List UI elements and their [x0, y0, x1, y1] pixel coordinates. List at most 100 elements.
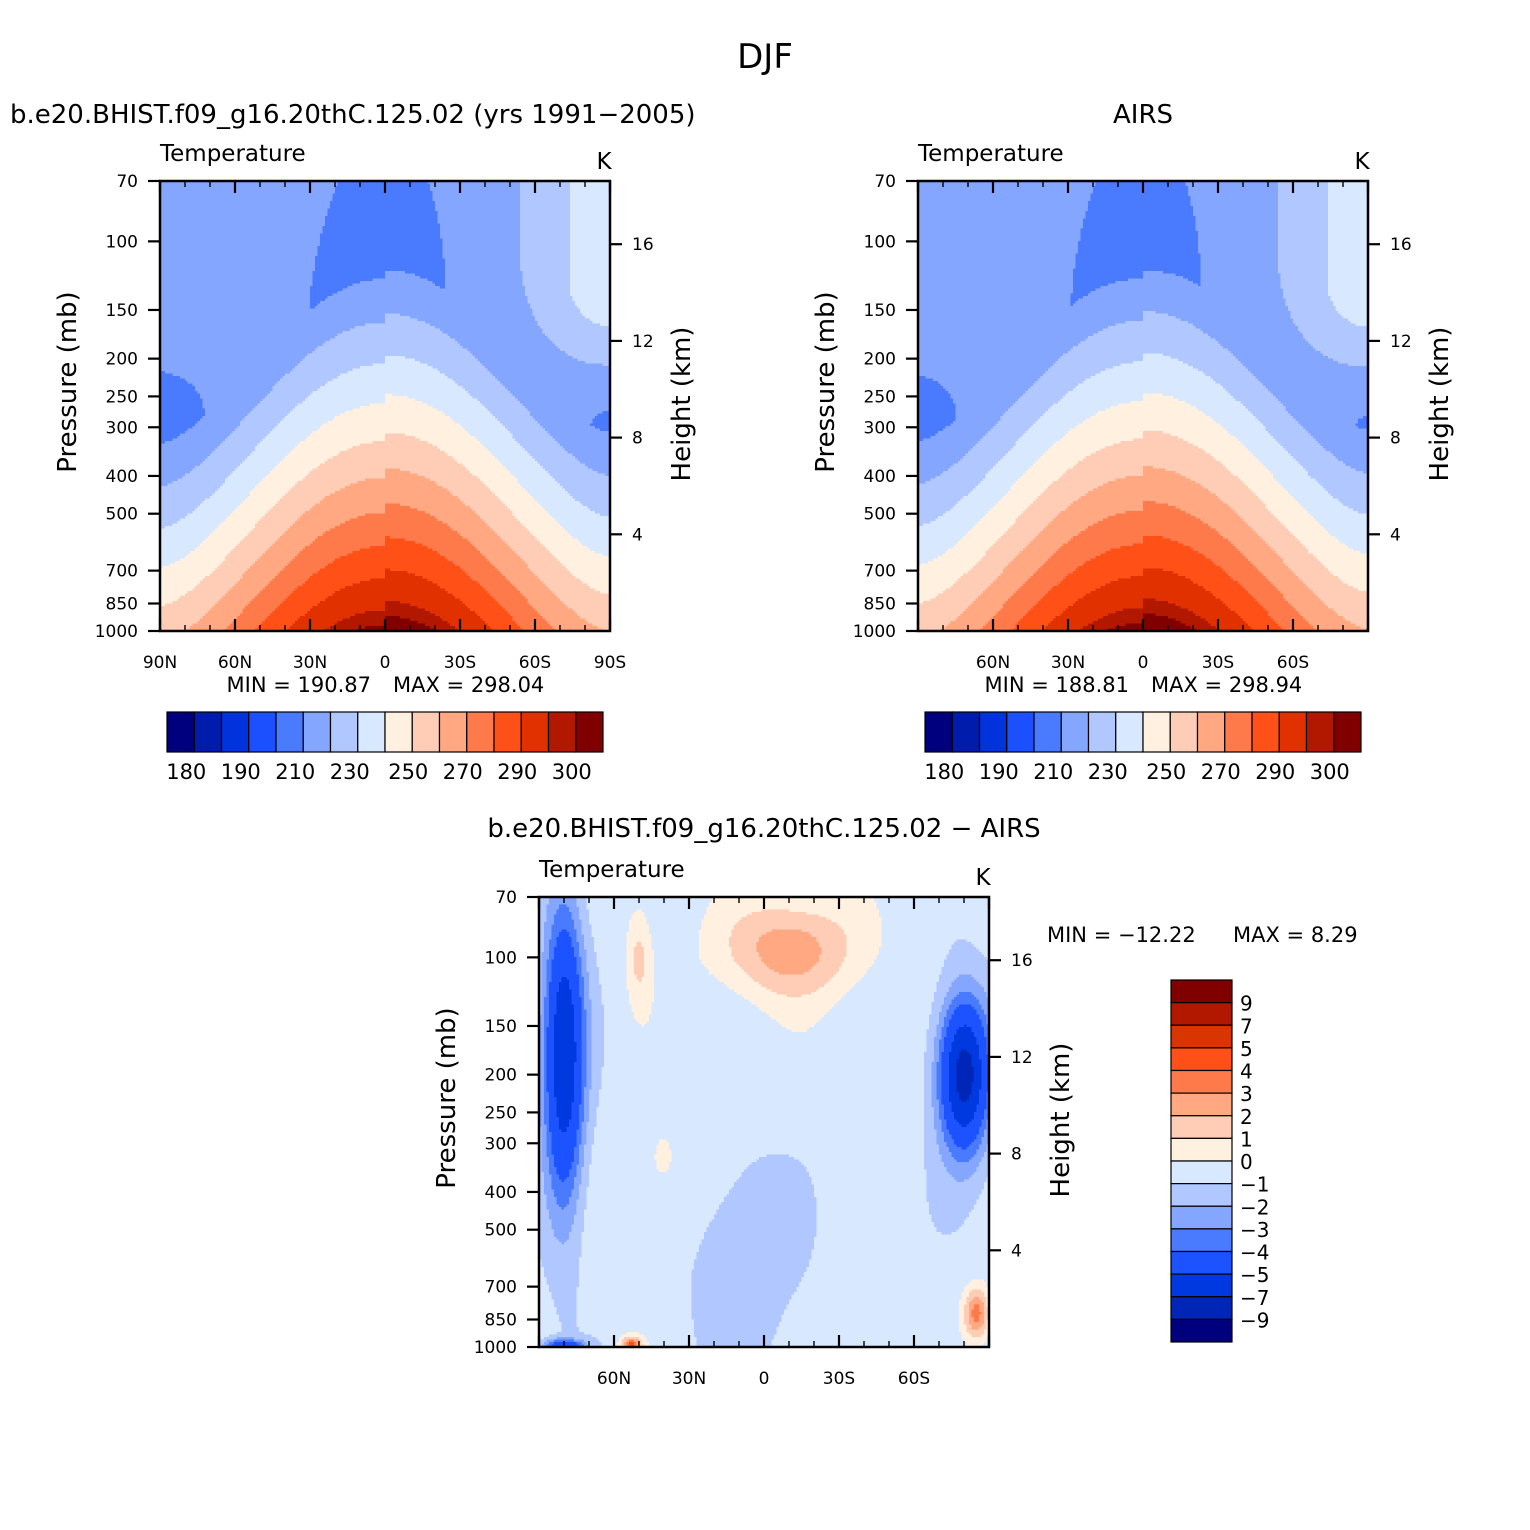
obs-contour-cell	[1193, 366, 1247, 370]
model-contour-cell	[497, 601, 529, 605]
diff-contour-cell	[584, 1157, 593, 1161]
model-contour-cell	[502, 573, 536, 577]
model-contour-cell	[492, 453, 531, 457]
model-contour-cell	[160, 406, 204, 410]
model-contour-cell	[457, 341, 554, 345]
obs-contour-cell	[960, 576, 999, 580]
diff-contour-cell	[581, 927, 593, 931]
diff-contour-cell	[599, 977, 628, 981]
model-contour-cell	[160, 503, 201, 507]
diff-contour-cell	[551, 1144, 578, 1148]
model-contour-cell	[520, 401, 610, 405]
obs-contour-cell	[1025, 546, 1062, 550]
diff-contour-cell	[926, 1192, 983, 1196]
obs-contour-cell	[1270, 433, 1312, 437]
obs-contour-cell	[1075, 263, 1202, 267]
diff-contour-cell	[551, 1182, 575, 1186]
diff-contour-cell	[591, 1047, 605, 1051]
obs-contour-cell	[945, 426, 994, 430]
model-contour-cell	[385, 471, 411, 475]
diff-contour-cell	[714, 974, 750, 978]
diff-contour-cell	[549, 994, 558, 998]
model-contour-cell	[555, 556, 610, 560]
obs-y-tick-label: 850	[864, 594, 896, 614]
diff-contour-cell	[591, 1159, 658, 1163]
obs-contour-cell	[1328, 283, 1368, 287]
diff-contour-cell	[654, 997, 745, 1001]
obs-contour-cell	[1220, 383, 1264, 387]
model-contour-cell	[487, 486, 524, 490]
obs-contour-cell	[1278, 223, 1329, 227]
diff-contour-cell	[929, 1027, 938, 1031]
obs-contour-cell	[1258, 418, 1297, 422]
model-contour-cell	[160, 371, 166, 375]
diff-contour-cell	[586, 1049, 593, 1053]
diff-contour-cell	[956, 1087, 973, 1091]
obs-y-tick-label: 500	[864, 505, 896, 525]
model-contour-cell	[235, 583, 269, 587]
diff-contour-cell	[576, 1129, 583, 1133]
obs-contour-cell	[1053, 363, 1122, 367]
diff-contour-cell	[944, 1049, 953, 1053]
diff-contour-cell	[544, 1004, 550, 1008]
diff-contour-cell	[551, 932, 560, 936]
obs-contour-cell	[1205, 556, 1247, 560]
model-contour-cell	[567, 491, 610, 495]
diff-contour-cell	[924, 1164, 945, 1168]
obs-contour-cell	[1303, 426, 1359, 430]
diff-contour-cell	[936, 1087, 943, 1091]
diff-contour-cell	[539, 1112, 545, 1116]
obs-contour-cell	[1263, 463, 1302, 467]
diff-contour-cell	[931, 1087, 938, 1091]
model-contour-cell	[505, 503, 541, 507]
obs-contour-cell	[918, 466, 952, 470]
diff-contour-cell	[969, 1159, 983, 1163]
obs-contour-cell	[1278, 211, 1329, 215]
diff-contour-cell	[586, 1029, 593, 1033]
diff-contour-cell	[809, 932, 845, 936]
model-contour-cell	[502, 423, 541, 427]
model-contour-cell	[160, 401, 204, 405]
diff-contour-cell	[819, 914, 880, 918]
model-contour-cell	[160, 571, 214, 575]
obs-contour-cell	[1243, 586, 1277, 590]
obs-contour-cell	[918, 208, 1089, 212]
obs-contour-cell	[1223, 601, 1259, 605]
obs-contour-cell	[1183, 438, 1239, 442]
model-contour-cell	[487, 448, 526, 452]
obs-contour-cell	[918, 616, 959, 620]
diff-contour-cell	[556, 994, 573, 998]
obs-contour-cell	[1088, 208, 1194, 212]
diff-contour-cell	[599, 972, 628, 976]
diff-contour-cell	[579, 1157, 585, 1161]
obs-contour-cell	[1288, 451, 1332, 455]
obs-contour-cell	[1278, 208, 1329, 212]
obs-contour-cell	[1193, 206, 1279, 210]
diff-contour-cell	[869, 967, 943, 971]
model-contour-cell	[240, 578, 274, 582]
diff-contour-cell	[539, 919, 548, 923]
model-contour-cell	[532, 533, 571, 537]
diff-contour-cell	[976, 1134, 985, 1138]
obs-contour-cell	[1188, 321, 1294, 325]
diff-contour-cell	[629, 919, 648, 923]
obs-contour-cell	[1290, 603, 1327, 607]
obs-contour-cell	[1205, 373, 1254, 377]
diff-contour-cell	[926, 1189, 983, 1193]
obs-contour-cell	[1253, 596, 1284, 600]
model-x-tick-label: 30S	[444, 653, 476, 673]
obs-contour-cell	[918, 541, 959, 545]
diff-contour-cell	[581, 1122, 588, 1126]
diff-contour-cell	[949, 1082, 958, 1086]
obs-contour-cell	[1100, 553, 1204, 557]
model-contour-cell	[457, 383, 504, 387]
diff-contour-cell	[981, 1124, 988, 1128]
diff-contour-cell	[979, 1047, 988, 1051]
model-contour-cell	[557, 481, 610, 485]
obs-contour-cell	[1028, 506, 1069, 510]
obs-contour-cell	[1223, 426, 1267, 430]
diff-contour-cell	[591, 932, 628, 936]
diff-contour-cell	[941, 1004, 950, 1008]
obs-contour-cell	[993, 616, 1024, 620]
